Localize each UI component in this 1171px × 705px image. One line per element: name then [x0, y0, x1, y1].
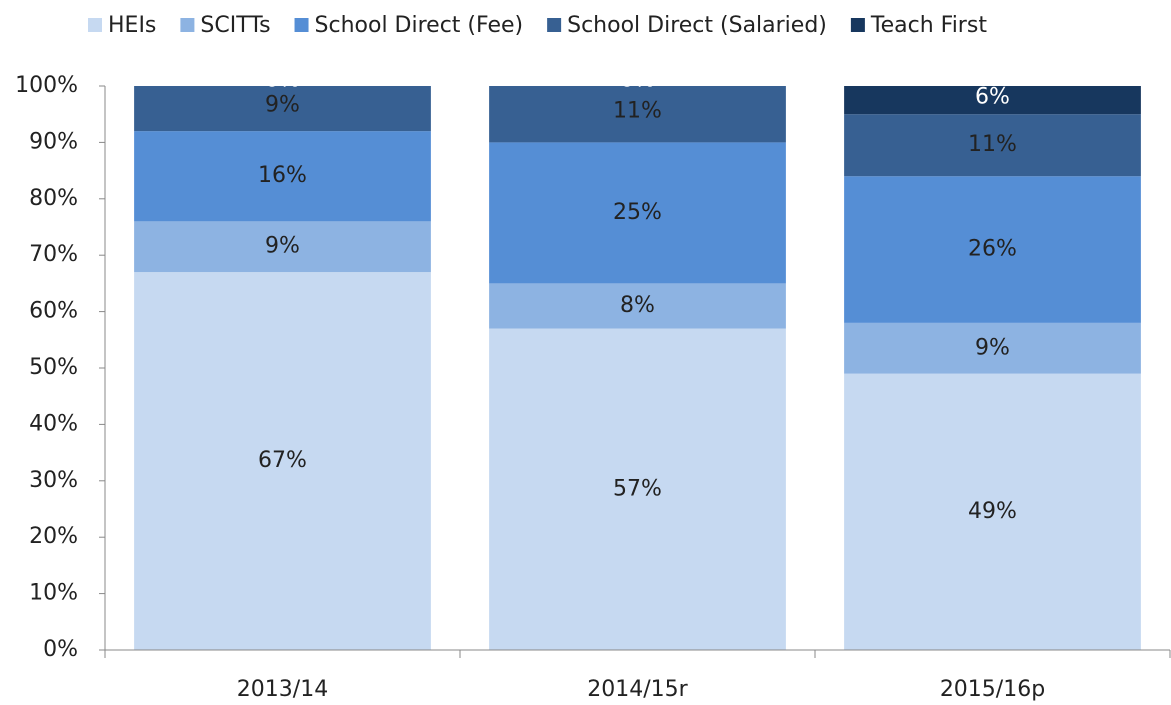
legend-swatch [180, 18, 195, 32]
x-tick-label: 2013/14 [237, 677, 328, 702]
bar-segment [489, 142, 786, 284]
data-label: 6% [975, 84, 1010, 109]
data-label: 57% [613, 476, 662, 501]
y-tick-label: 100% [15, 73, 78, 98]
bar-segment [844, 176, 1141, 323]
y-tick-label: 70% [29, 242, 78, 267]
y-tick-label: 0% [43, 637, 78, 662]
legend-swatch [547, 18, 562, 32]
data-label: 0% [265, 67, 300, 92]
y-tick-label: 90% [29, 129, 78, 154]
data-label: 67% [258, 448, 307, 473]
y-tick-label: 10% [29, 581, 78, 606]
data-label: 25% [613, 200, 662, 225]
bar-segment [844, 373, 1141, 650]
y-tick-label: 20% [29, 524, 78, 549]
bar-segment [844, 86, 1141, 115]
data-label: 9% [265, 234, 300, 259]
legend-label: HEIs [108, 13, 156, 38]
data-label: 49% [968, 499, 1017, 524]
data-label: 9% [265, 93, 300, 118]
x-tick-label: 2014/15r [587, 677, 688, 702]
bar-segment [844, 322, 1141, 374]
legend: HEIs SCITTs School Direct (Fee) School Dire… [88, 13, 987, 38]
data-label: 0% [620, 67, 655, 92]
bar-segment [489, 328, 786, 650]
data-label: 16% [258, 163, 307, 188]
x-tick-label: 2015/16p [940, 677, 1045, 702]
data-label: 9% [975, 335, 1010, 360]
y-tick-label: 50% [29, 355, 78, 380]
y-tick-label: 30% [29, 468, 78, 493]
legend-label: Teach First [870, 13, 987, 38]
legend-label: SCITTs [200, 13, 270, 38]
y-tick-label: 40% [29, 411, 78, 436]
legend-label: School Direct (Salaried) [567, 13, 827, 38]
bar-segment [134, 131, 431, 222]
y-tick-label: 80% [29, 186, 78, 211]
legend-swatch [850, 18, 865, 32]
legend-label: School Direct (Fee) [315, 13, 524, 38]
bar-segment [489, 86, 786, 143]
data-label: 8% [620, 293, 655, 318]
bar-segment [844, 114, 1141, 177]
y-tick-label: 60% [29, 299, 78, 324]
data-label: 11% [968, 132, 1017, 157]
data-label: 11% [613, 98, 662, 123]
bar-segment [134, 272, 431, 650]
bar-segment [489, 283, 786, 329]
bar-segment [134, 221, 431, 273]
legend-swatch [88, 18, 102, 32]
data-label: 26% [968, 237, 1017, 262]
bar-segment [134, 86, 431, 132]
plot-area: 67%9%16%9%0%57%8%25%11%0%49%9%26%11%6% [134, 67, 1141, 650]
legend-swatch [294, 18, 309, 32]
